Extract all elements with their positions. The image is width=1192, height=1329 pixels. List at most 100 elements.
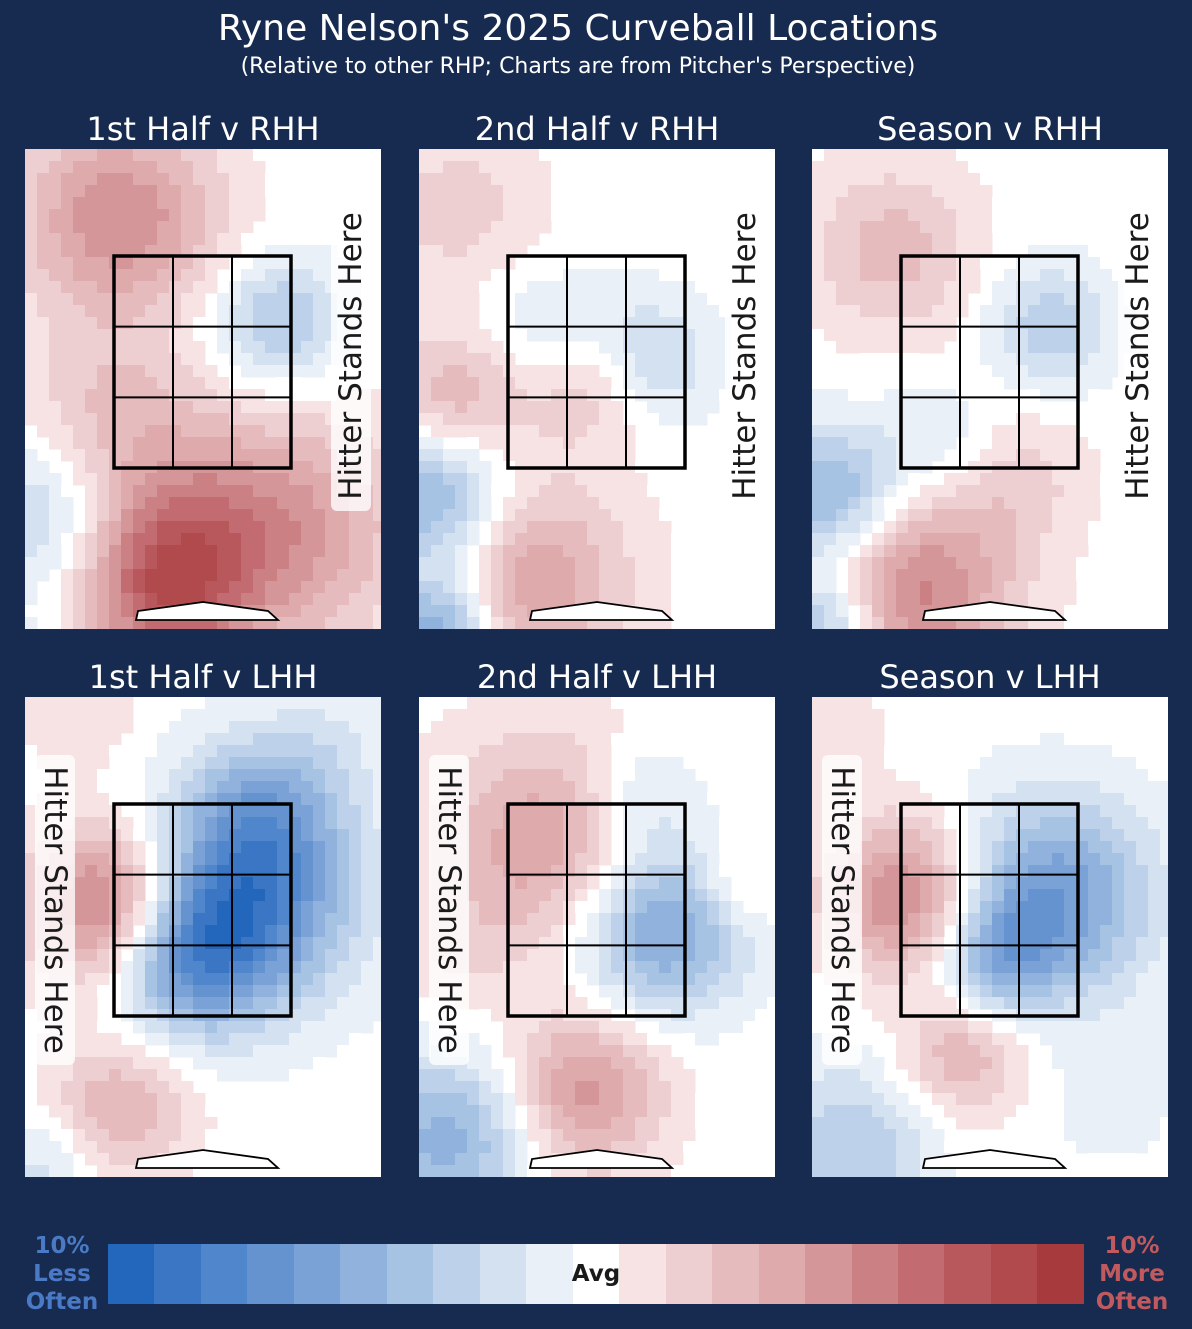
heatmap-cell: [575, 1093, 588, 1106]
heatmap-cell: [824, 545, 837, 558]
heatmap-cell: [812, 889, 825, 902]
heatmap-cell: [419, 245, 432, 258]
heatmap-cell: [373, 401, 381, 414]
heatmap-cell: [1004, 557, 1017, 570]
heatmap-cell: [623, 1021, 636, 1034]
heatmap-cell: [49, 709, 62, 722]
heatmap-cell: [860, 733, 873, 746]
heatmap-cell: [1052, 365, 1065, 378]
heatmap-cell: [611, 1033, 624, 1046]
heatmap-cell: [908, 413, 921, 426]
heatmap-cell: [133, 581, 146, 594]
heatmap-cell: [241, 1045, 254, 1058]
heatmap-cell: [539, 853, 552, 866]
heatmap-cell: [73, 1141, 86, 1154]
heatmap-cell: [968, 197, 981, 210]
heatmap-cell: [277, 449, 290, 462]
heatmap-cell: [313, 401, 326, 414]
heatmap-cell: [241, 437, 254, 450]
heatmap-cell: [1100, 841, 1113, 854]
heatmap-cell: [431, 257, 444, 270]
heatmap-cell: [659, 281, 672, 294]
heatmap-cell: [539, 557, 552, 570]
heatmap-cell: [325, 949, 338, 962]
heatmap-cell: [1052, 593, 1065, 606]
heatmap-cell: [157, 485, 170, 498]
heatmap-cell: [121, 1153, 134, 1166]
heatmap-cell: [301, 1045, 314, 1058]
heatmap-cell: [37, 293, 50, 306]
heatmap-cell: [743, 877, 756, 890]
heatmap-cell: [659, 1117, 672, 1130]
heatmap-cell: [133, 341, 146, 354]
heatmap-cell: [1148, 841, 1161, 854]
heatmap-cell: [884, 913, 897, 926]
heatmap-cell: [1076, 781, 1089, 794]
heatmap-cell: [872, 173, 885, 186]
heatmap-cell: [956, 497, 969, 510]
heatmap-cell: [443, 269, 456, 282]
heatmap-cell: [85, 497, 98, 510]
heatmap-cell: [373, 473, 381, 486]
heatmap-cell: [313, 437, 326, 450]
heatmap-cell: [467, 697, 480, 710]
heatmap-cell: [1064, 817, 1077, 830]
heatmap-cell: [980, 485, 993, 498]
heatmap-cell: [611, 949, 624, 962]
heatmap-cell: [277, 757, 290, 770]
heatmap-cell: [193, 949, 206, 962]
heatmap-cell: [980, 581, 993, 594]
heatmap-cell: [85, 185, 98, 198]
heatmap-cell: [884, 173, 897, 186]
heatmap-cell: [337, 593, 350, 606]
heatmap-cell: [193, 985, 206, 998]
heatmap-cell: [1052, 841, 1065, 854]
heatmap-cell: [812, 401, 825, 414]
heatmap-cell: [157, 293, 170, 306]
heatmap-cell: [932, 581, 945, 594]
heatmap-cell: [85, 365, 98, 378]
heatmap-cell: [241, 209, 254, 222]
heatmap-cell: [301, 257, 314, 270]
heatmap-cell: [157, 569, 170, 582]
heatmap-cell: [980, 473, 993, 486]
heatmap-cell: [575, 365, 588, 378]
heatmap-cell: [575, 509, 588, 522]
heatmap-cell: [683, 769, 696, 782]
heatmap-cell: [944, 281, 957, 294]
heatmap-cell: [467, 449, 480, 462]
heatmap-cell: [109, 197, 122, 210]
heatmap-cell: [731, 913, 744, 926]
heatmap-cell: [860, 757, 873, 770]
heatmap-cell: [812, 521, 825, 534]
heatmap-cell: [812, 425, 825, 438]
heatmap-cell: [61, 209, 74, 222]
heatmap-cell: [635, 961, 648, 974]
heatmap-cell: [695, 853, 708, 866]
heatmap-cell: [361, 1021, 374, 1034]
heatmap-cell: [1088, 841, 1101, 854]
heatmap-cell: [1100, 853, 1113, 866]
heatmap-cell: [956, 569, 969, 582]
heatmap-cell: [812, 149, 825, 162]
heatmap-cell: [145, 209, 158, 222]
heatmap-cell: [1088, 901, 1101, 914]
heatmap-cell: [169, 1021, 182, 1034]
heatmap-cell: [599, 545, 612, 558]
heatmap-cell: [527, 901, 540, 914]
heatmap-cell: [647, 757, 660, 770]
heatmap-cell: [944, 557, 957, 570]
heatmap-cell: [145, 485, 158, 498]
heatmap-cell: [515, 1165, 528, 1177]
heatmap-cell: [491, 901, 504, 914]
heatmap-cell: [1064, 889, 1077, 902]
heatmap-cell: [515, 901, 528, 914]
heatmap-cell: [515, 997, 528, 1010]
heatmap-cell: [647, 401, 660, 414]
heatmap-cell: [695, 365, 708, 378]
heatmap-cell: [872, 805, 885, 818]
chart-title: Ryne Nelson's 2025 Curveball Locations: [217, 8, 939, 49]
heatmap-cell: [884, 389, 897, 402]
heatmap-cell: [37, 485, 50, 498]
heatmap-cell: [563, 1129, 576, 1142]
